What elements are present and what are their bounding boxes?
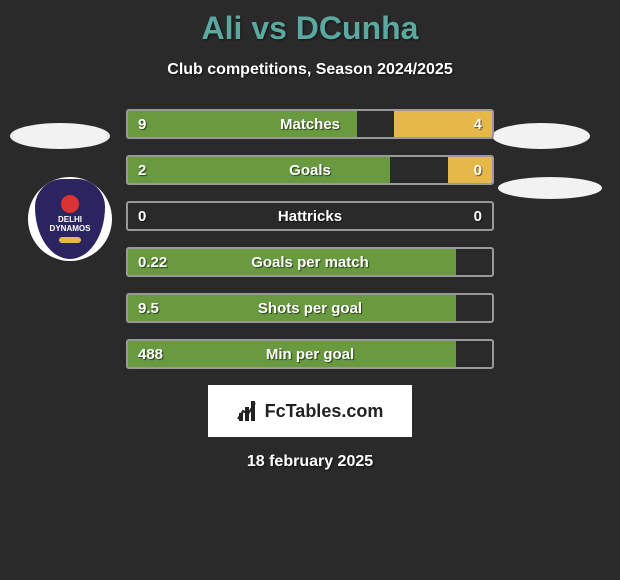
stat-row: 488Min per goal — [126, 339, 494, 369]
date-text: 18 february 2025 — [0, 453, 620, 471]
stat-label: Goals — [128, 157, 492, 183]
placeholder-ellipse — [498, 177, 602, 199]
badge-line1: DELHI — [58, 215, 82, 224]
stat-rows: 94Matches 20Goals 00Hattricks 0.22Goals per… — [126, 109, 494, 369]
stat-row: 20Goals — [126, 155, 494, 185]
chart-area: DELHIDYNAMOS 94Matches 20Goals 00Hattricks… — [0, 109, 620, 369]
stat-row: 00Hattricks — [126, 201, 494, 231]
stat-label: Hattricks — [128, 203, 492, 229]
brand-text: FcTables.com — [265, 401, 384, 422]
stat-row: 9.5Shots per goal — [126, 293, 494, 323]
placeholder-ellipse — [10, 123, 110, 149]
comparison-title: Ali vs DCunha — [0, 0, 620, 47]
brand-logo: FcTables.com — [208, 385, 412, 437]
stat-row: 0.22Goals per match — [126, 247, 494, 277]
badge-line2: DYNAMOS — [50, 224, 91, 233]
player-a-name: Ali — [202, 10, 243, 46]
stat-label: Matches — [128, 111, 492, 137]
vs-text: vs — [251, 10, 295, 46]
stat-label: Goals per match — [128, 249, 492, 275]
stat-row: 94Matches — [126, 109, 494, 139]
stat-label: Shots per goal — [128, 295, 492, 321]
placeholder-ellipse — [492, 123, 590, 149]
stat-label: Min per goal — [128, 341, 492, 367]
chart-bars-icon — [237, 399, 261, 423]
subtitle: Club competitions, Season 2024/2025 — [0, 61, 620, 79]
club-badge: DELHIDYNAMOS — [28, 177, 112, 261]
player-b-name: DCunha — [296, 10, 419, 46]
